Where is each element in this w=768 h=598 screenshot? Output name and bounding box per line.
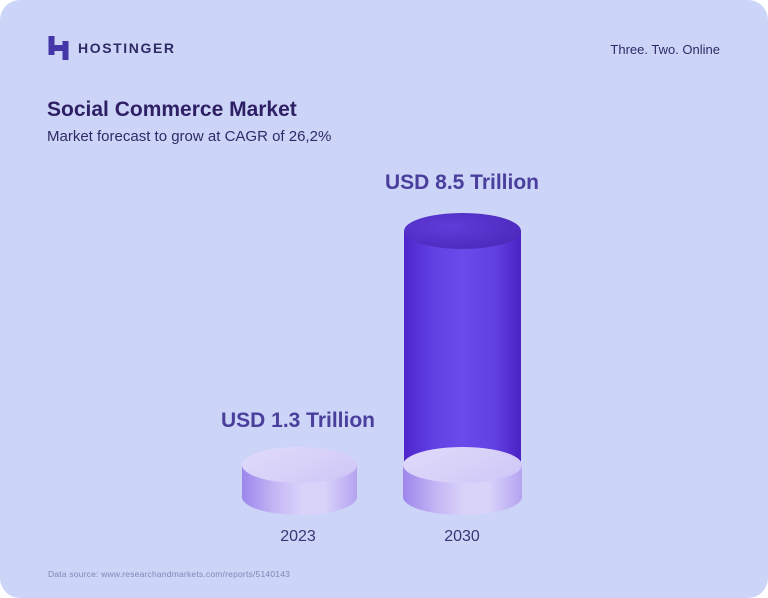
category-label-2023: 2023 [280,528,316,545]
hostinger-logo: HOSTINGER [48,36,176,60]
value-label-2030: USD 8.5 Trillion [384,171,540,194]
cylinder-top [242,447,357,483]
category-label-2030: 2030 [444,528,480,545]
bar-2023-cylinder [242,447,357,515]
bar-2030-cylinder [404,213,521,483]
hostinger-logo-icon [48,36,69,60]
bar-2030-pedestal [403,447,522,515]
value-label-2023: USD 1.3 Trillion [220,409,376,432]
cylinder-body [404,231,521,465]
chart-subtitle: Market forecast to grow at CAGR of 26,2% [47,128,332,145]
data-source-note: Data source: www.researchandmarkets.com/… [48,569,291,579]
brand-tagline: Three. Two. Online [610,42,720,57]
cylinder-bottom [403,479,522,515]
cylinder-bottom [242,479,357,515]
brand-name: HOSTINGER [78,40,176,56]
chart-title: Social Commerce Market [47,98,297,121]
cylinder-top [403,447,522,483]
cylinder-top [404,213,521,249]
